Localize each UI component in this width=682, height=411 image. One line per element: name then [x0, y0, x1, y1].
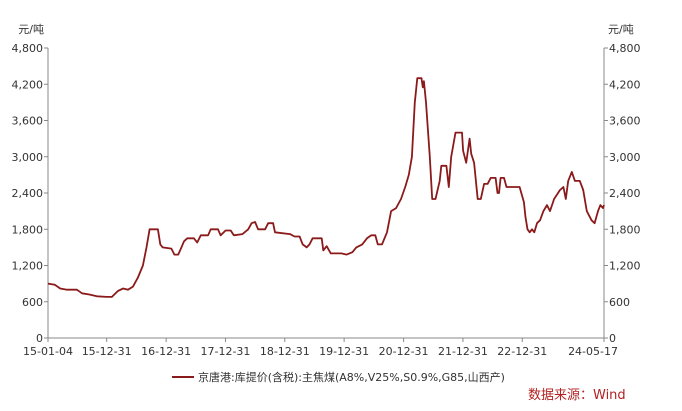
y-tick-left-label: 4,200	[12, 78, 44, 91]
x-tick-label: 18-12-31	[260, 345, 310, 358]
y-tick-right-label: 2,400	[609, 187, 641, 200]
y-tick-left-label: 3,600	[12, 115, 44, 128]
y-tick-right-label: 1,200	[609, 260, 641, 273]
x-tick-label: 20-12-31	[379, 345, 429, 358]
y-tick-right-label: 600	[609, 296, 630, 309]
legend-label: 京唐港:库提价(含税):主焦煤(A8%,V25%,S0.9%,G85,山西产)	[198, 370, 505, 384]
y-tick-right-label: 0	[609, 332, 616, 345]
y-tick-left-label: 2,400	[12, 187, 44, 200]
x-tick-label: 22-12-31	[497, 345, 547, 358]
series-group	[47, 77, 605, 298]
y-ticks-left: 0 600 1,200 1,800 2,400 3,000 3,600 4,200 4,800	[12, 42, 48, 345]
y-tick-right-label: 1,800	[609, 223, 641, 236]
y-tick-right-label: 4,800	[609, 42, 641, 55]
x-tick-label: 15-01-04	[23, 345, 73, 358]
y-ticks-right: 0 600 1,200 1,800 2,400 3,000 3,600 4,200 4,800	[604, 42, 641, 345]
x-ticks: 15-01-04 15-12-31 16-12-31 17-12-31 18-12-31…	[23, 338, 618, 358]
legend: 京唐港:库提价(含税):主焦煤(A8%,V25%,S0.9%,G85,山西产)	[172, 370, 505, 384]
x-tick-label: 24-05-17	[568, 345, 618, 358]
y-tick-left-label: 1,200	[12, 260, 44, 273]
y-unit-right: 元/吨	[608, 23, 634, 36]
y-tick-left-label: 4,800	[12, 42, 44, 55]
x-tick-label: 19-12-31	[319, 345, 369, 358]
x-tick-label: 15-12-31	[82, 345, 132, 358]
y-tick-right-label: 4,200	[609, 78, 641, 91]
x-tick-label: 21-12-31	[438, 345, 488, 358]
x-tick-label: 17-12-31	[201, 345, 251, 358]
y-tick-right-label: 3,600	[609, 115, 641, 128]
y-unit-left: 元/吨	[18, 23, 44, 36]
y-tick-left-label: 3,000	[12, 151, 44, 164]
y-tick-left-label: 0	[36, 332, 43, 345]
series-line	[47, 77, 605, 298]
y-tick-left-label: 600	[22, 296, 43, 309]
y-tick-left-label: 1,800	[12, 223, 44, 236]
source-label: 数据来源：Wind	[528, 388, 626, 403]
x-tick-label: 16-12-31	[141, 345, 191, 358]
y-tick-right-label: 3,000	[609, 151, 641, 164]
